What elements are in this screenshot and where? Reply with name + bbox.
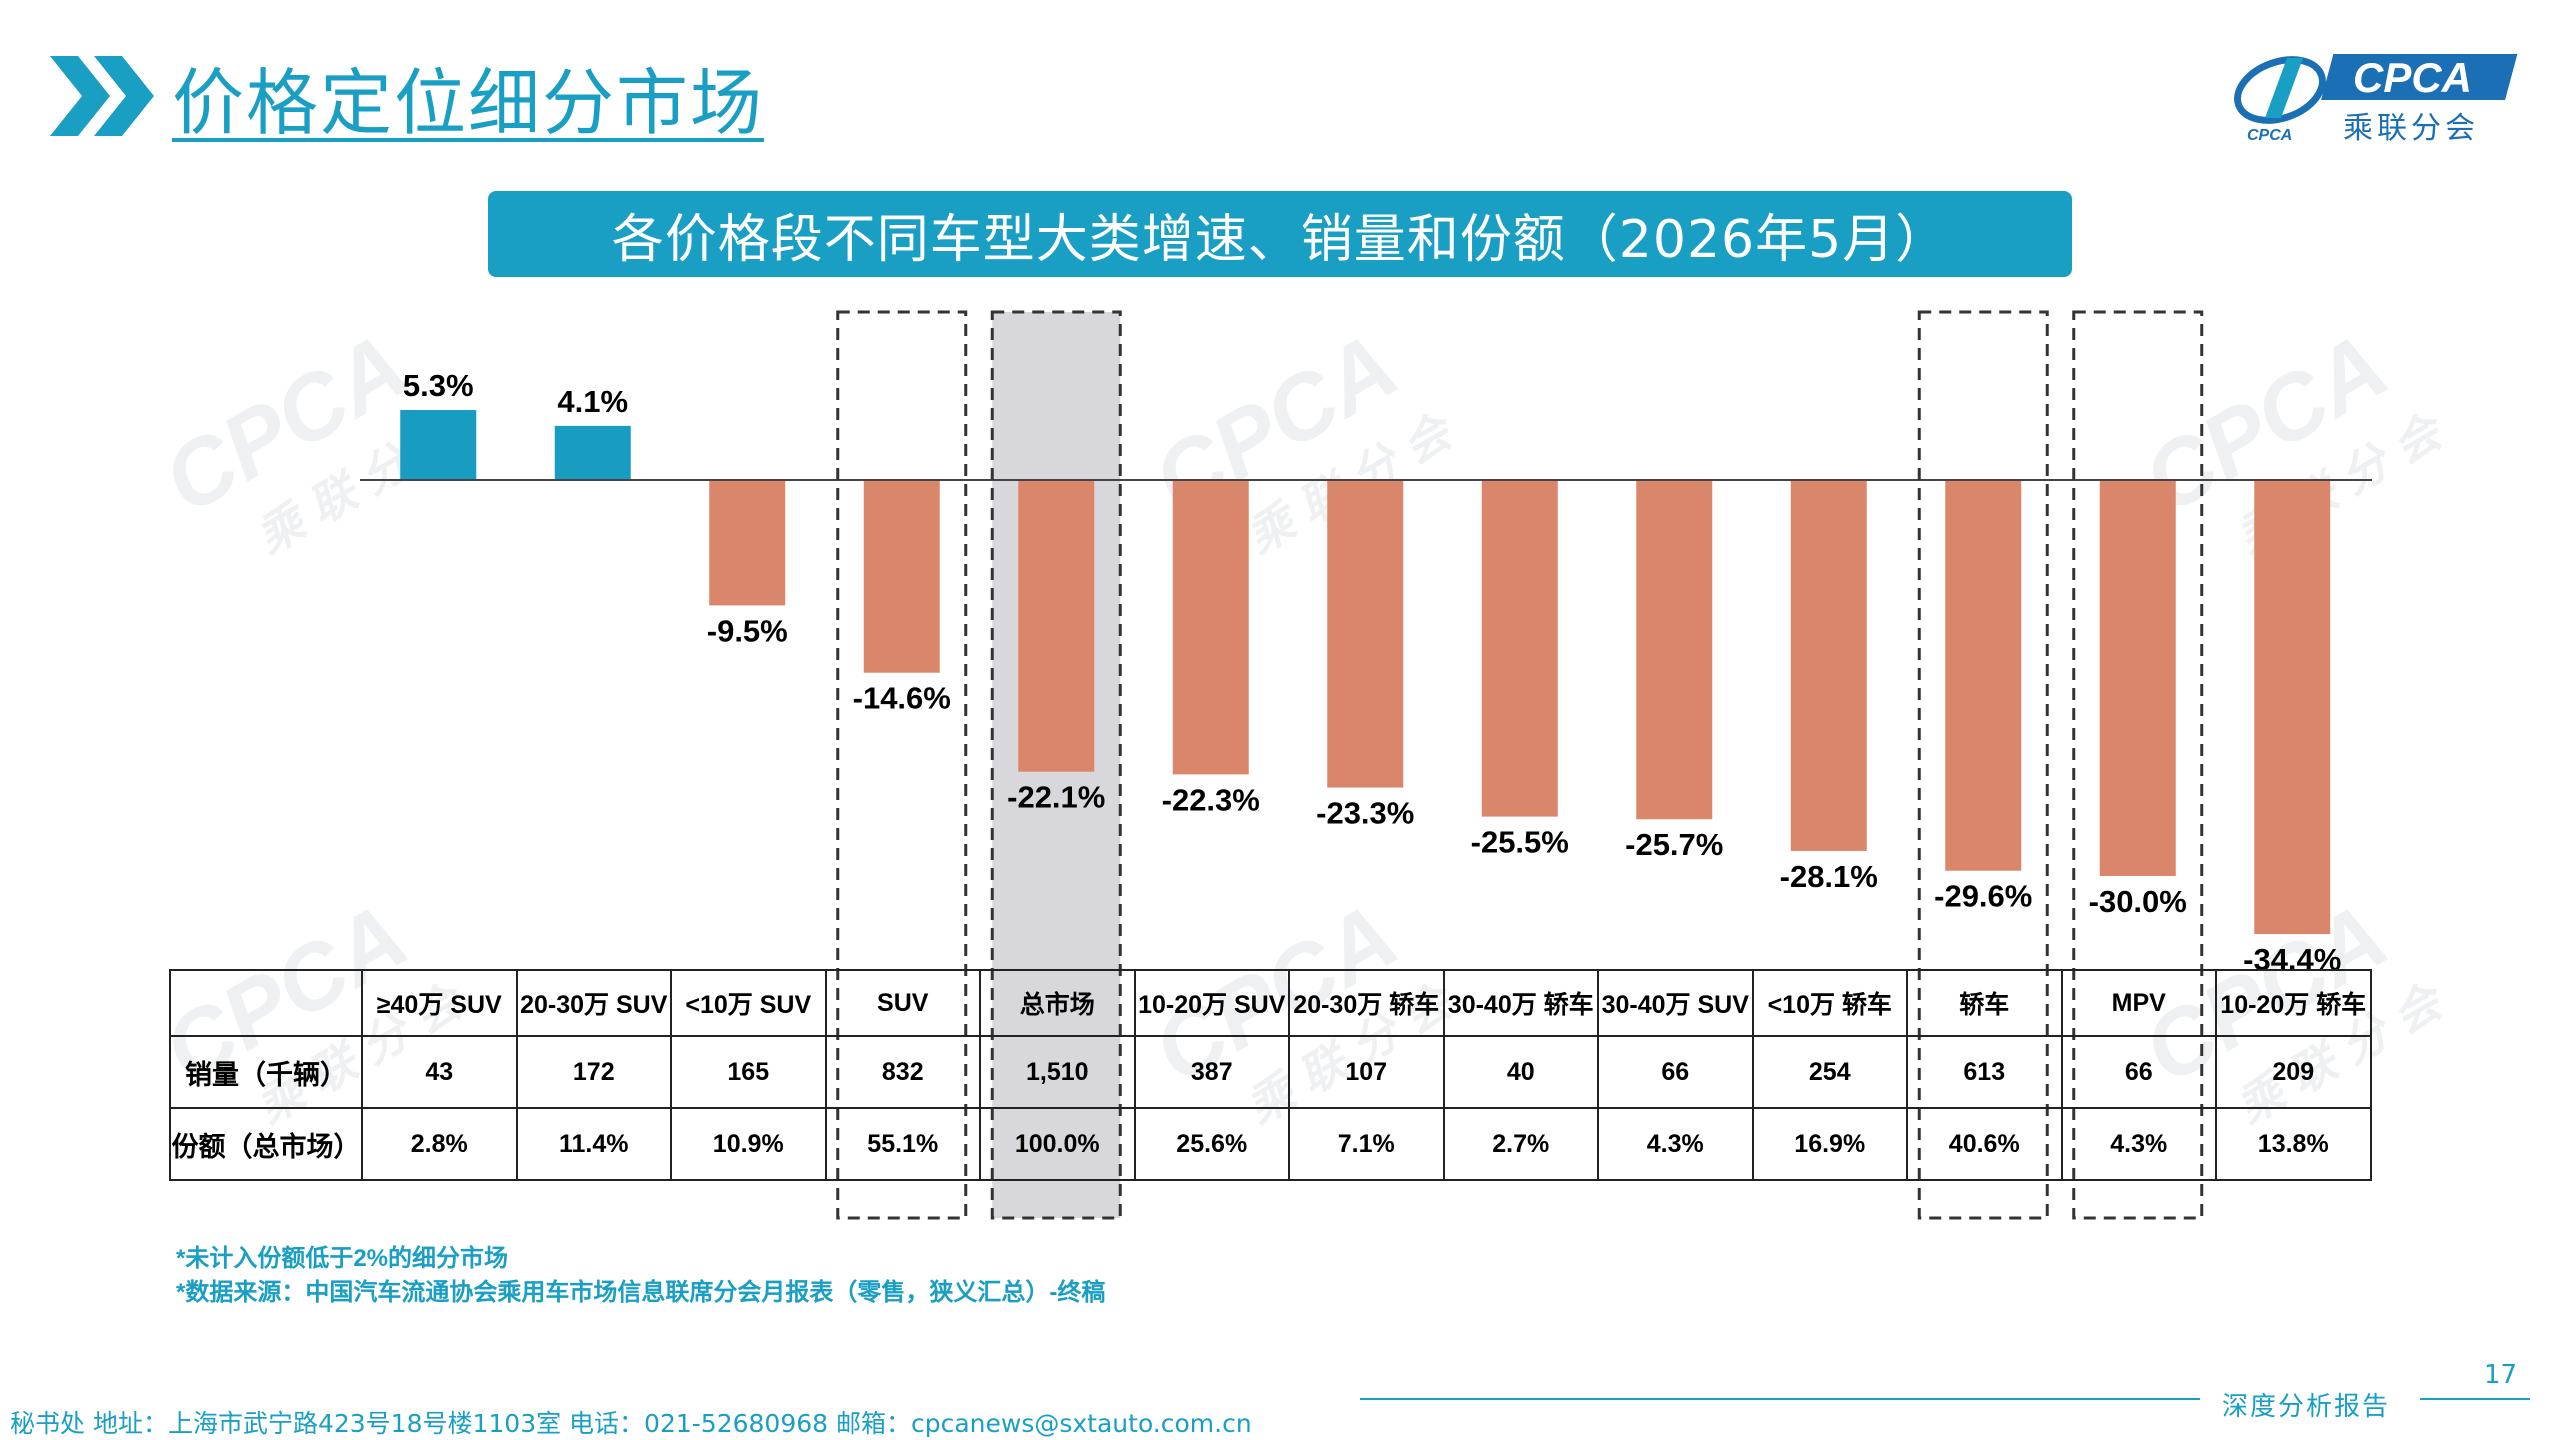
table-cell: 4.3% <box>2060 1107 2217 1181</box>
logo-text: CPCA <box>2353 54 2472 101</box>
category-dashed-box <box>2072 310 2204 1220</box>
category-header: 总市场 <box>979 969 1136 1037</box>
bar <box>709 480 786 606</box>
bar-value-label: -28.1% <box>1780 859 1878 894</box>
table-cell: 1,510 <box>979 1035 1136 1109</box>
bar-value-label: -9.5% <box>707 613 788 648</box>
bar <box>1172 480 1249 775</box>
table-cell: 165 <box>670 1035 827 1109</box>
table-cell: 2.8% <box>361 1107 518 1181</box>
report-tag: 深度分析报告 <box>2222 1392 2391 1422</box>
table-corner-cell <box>169 969 363 1037</box>
table-cell: 16.9% <box>1751 1107 1908 1181</box>
bar-value-label: -29.6% <box>1934 879 2032 914</box>
chart-banner-title: 各价格段不同车型大类增速、销量和份额（2026年5月） <box>488 191 2072 277</box>
bar <box>400 410 477 480</box>
bar-value-label: -30.0% <box>2089 884 2187 919</box>
bar <box>1481 480 1558 817</box>
bar <box>554 425 631 480</box>
page-title: 价格定位细分市场 <box>172 61 765 145</box>
table-cell: 254 <box>1751 1035 1908 1109</box>
table-row: 销量（千辆） 43 172 165 832 1,510 387 107 40 66 254 613 66… <box>169 1035 2372 1109</box>
sales-share-table: ≥40万 SUV 20-30万 SUV <10万 SUV SUV 总市场 10-20万 S… <box>169 969 2372 1181</box>
table-cell: 66 <box>1597 1035 1754 1109</box>
bar <box>863 480 940 673</box>
bar-value-label: -25.7% <box>1625 827 1723 862</box>
cpca-logo: CPCA CPCA 乘联分会 <box>2234 54 2518 146</box>
footer-contact: 秘书处 地址：上海市武宁路423号18号楼1103室 电话：021-526809… <box>10 1409 1252 1438</box>
table-cell: 40.6% <box>1906 1107 2063 1181</box>
category-header: 30-40万 轿车 <box>1442 969 1599 1037</box>
table-cell: 172 <box>515 1035 672 1109</box>
category-header: SUV <box>824 969 981 1037</box>
category-header: 20-30万 SUV <box>515 969 672 1037</box>
table-cell: 387 <box>1133 1035 1290 1109</box>
table-cell: 4.3% <box>1597 1107 1754 1181</box>
bar <box>2099 480 2176 876</box>
bar-value-label: 4.1% <box>557 384 628 419</box>
bar <box>1018 480 1095 772</box>
table-cell: 25.6% <box>1133 1107 1290 1181</box>
bar-value-label: 5.3% <box>403 368 474 403</box>
table-cell: 107 <box>1288 1035 1445 1109</box>
table-cell: 100.0% <box>979 1107 1136 1181</box>
category-header: 轿车 <box>1906 969 2063 1037</box>
table-row: 份额（总市场） 2.8% 11.4% 10.9% 55.1% 100.0% 25.6% 7.1… <box>169 1107 2372 1181</box>
row-label: 销量（千辆） <box>169 1035 363 1109</box>
footnotes: *未计入份额低于2%的细分市场 *数据来源：中国汽车流通协会乘用车市场信息联席分… <box>176 1242 1105 1310</box>
table-cell: 832 <box>824 1035 981 1109</box>
chevron-double-right-icon <box>50 56 154 136</box>
bar <box>2254 480 2331 935</box>
category-header: <10万 轿车 <box>1751 969 1908 1037</box>
table-header-row: ≥40万 SUV 20-30万 SUV <10万 SUV SUV 总市场 10-20万 S… <box>169 969 2372 1037</box>
footnote: *数据来源：中国汽车流通协会乘用车市场信息联席分会月报表（零售，狭义汇总）-终稿 <box>176 1279 1106 1306</box>
row-label: 份额（总市场） <box>169 1107 363 1181</box>
bar <box>1636 480 1713 820</box>
logo-small-text: CPCA <box>2247 127 2292 144</box>
table-cell: 11.4% <box>515 1107 672 1181</box>
category-header: MPV <box>2060 969 2217 1037</box>
table-cell: 43 <box>361 1035 518 1109</box>
page-number: 17 <box>2484 1360 2518 1390</box>
category-header: ≥40万 SUV <box>361 969 518 1037</box>
category-header: 30-40万 SUV <box>1597 969 1754 1037</box>
divider <box>2420 1398 2530 1400</box>
bar-value-label: -14.6% <box>853 681 951 716</box>
table-cell: 209 <box>2215 1035 2372 1109</box>
bar <box>1945 480 2022 871</box>
bar-value-label: -22.1% <box>1007 780 1105 815</box>
bar-value-label: -22.3% <box>1162 782 1260 817</box>
bar <box>1327 480 1404 788</box>
table-cell: 66 <box>2060 1035 2217 1109</box>
bar <box>1790 480 1867 851</box>
category-header: <10万 SUV <box>670 969 827 1037</box>
category-dashed-box <box>990 310 1122 1220</box>
table-cell: 40 <box>1442 1035 1599 1109</box>
divider <box>1360 1398 2200 1400</box>
table-cell: 55.1% <box>824 1107 981 1181</box>
category-header: 20-30万 轿车 <box>1288 969 1445 1037</box>
category-dashed-box <box>1917 310 2049 1220</box>
bar-value-label: -25.5% <box>1471 825 1569 860</box>
bar-value-label: -23.3% <box>1316 796 1414 831</box>
category-header: 10-20万 SUV <box>1133 969 1290 1037</box>
table-cell: 10.9% <box>670 1107 827 1181</box>
category-dashed-box <box>836 310 968 1220</box>
category-header: 10-20万 轿车 <box>2215 969 2372 1037</box>
table-cell: 13.8% <box>2215 1107 2372 1181</box>
table-cell: 7.1% <box>1288 1107 1445 1181</box>
logo-subtext: 乘联分会 <box>2343 111 2479 146</box>
footnote: *未计入份额低于2%的细分市场 <box>176 1245 509 1272</box>
table-cell: 2.7% <box>1442 1107 1599 1181</box>
table-cell: 613 <box>1906 1035 2063 1109</box>
